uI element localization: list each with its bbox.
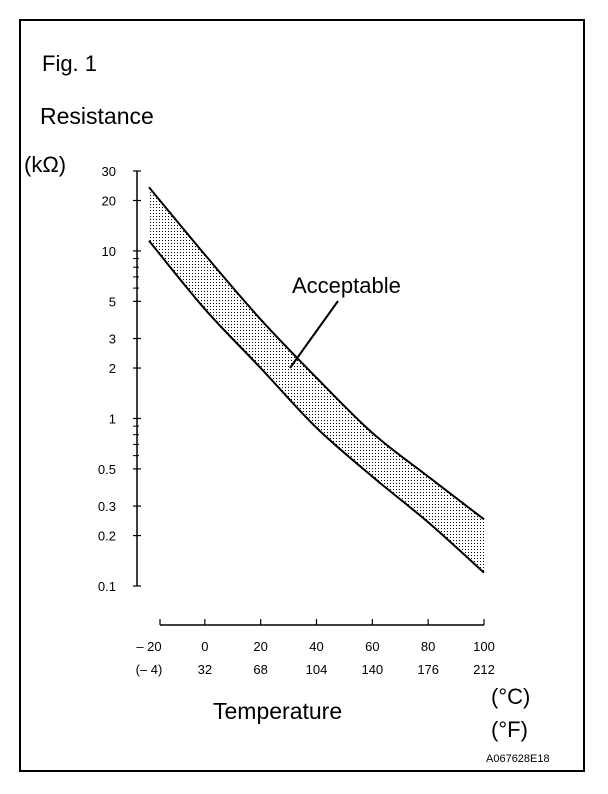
- x-tick-label-fahrenheit: 140: [361, 662, 383, 677]
- x-axis-label: Temperature: [213, 698, 342, 724]
- y-tick-label: 0.3: [98, 499, 116, 514]
- x-tick-label-fahrenheit: 68: [253, 662, 267, 677]
- x-ticks: – 20 (– 4) 0 32 20 68 40 104 60 140 80 176 100 212: [136, 619, 495, 677]
- y-tick-label: 0.2: [98, 529, 116, 544]
- y-tick-label: 30: [102, 164, 116, 179]
- y-tick-label: 20: [102, 194, 116, 209]
- y-tick-label: 0.1: [98, 579, 116, 594]
- figure-label: Fig. 1: [42, 51, 97, 76]
- x-axis-unit-celsius: (°C): [491, 684, 530, 709]
- acceptable-band: [149, 187, 484, 573]
- x-tick-label-fahrenheit: 176: [417, 662, 439, 677]
- y-tick-label: 2: [109, 361, 116, 376]
- x-tick-label-fahrenheit: 212: [473, 662, 495, 677]
- y-tick-label: 1: [109, 411, 116, 426]
- x-tick-label-celsius: – 20: [136, 639, 161, 654]
- annotation-leader-line: [289, 300, 339, 369]
- y-tick-label: 3: [109, 332, 116, 347]
- x-tick-label-celsius: 60: [365, 639, 379, 654]
- x-tick-label-celsius: 100: [473, 639, 495, 654]
- y-tick-label: 0.5: [98, 462, 116, 477]
- upper-limit-curve: [148, 186, 485, 521]
- figure-frame: [19, 19, 585, 772]
- x-tick-label-fahrenheit: (– 4): [136, 662, 163, 677]
- y-axis-label: Resistance: [40, 103, 154, 129]
- x-tick-label-celsius: 80: [421, 639, 435, 654]
- x-axis-unit-fahrenheit: (°F): [491, 717, 528, 742]
- x-tick-label-celsius: 40: [309, 639, 323, 654]
- document-code: A067628E18: [486, 753, 550, 765]
- x-tick-label-celsius: 0: [201, 639, 208, 654]
- annotation-acceptable: Acceptable: [292, 273, 401, 298]
- y-ticks: 30 20 10 5 3 2 1 0.5 0.3 0.2 0.1: [98, 164, 141, 594]
- x-tick-label-celsius: 20: [253, 639, 267, 654]
- x-tick-label-fahrenheit: 104: [306, 662, 328, 677]
- y-tick-label: 10: [102, 244, 116, 259]
- y-axis-unit: (kΩ): [24, 152, 66, 177]
- y-tick-label: 5: [109, 294, 116, 309]
- x-tick-label-fahrenheit: 32: [198, 662, 212, 677]
- lower-limit-curve: [148, 240, 485, 574]
